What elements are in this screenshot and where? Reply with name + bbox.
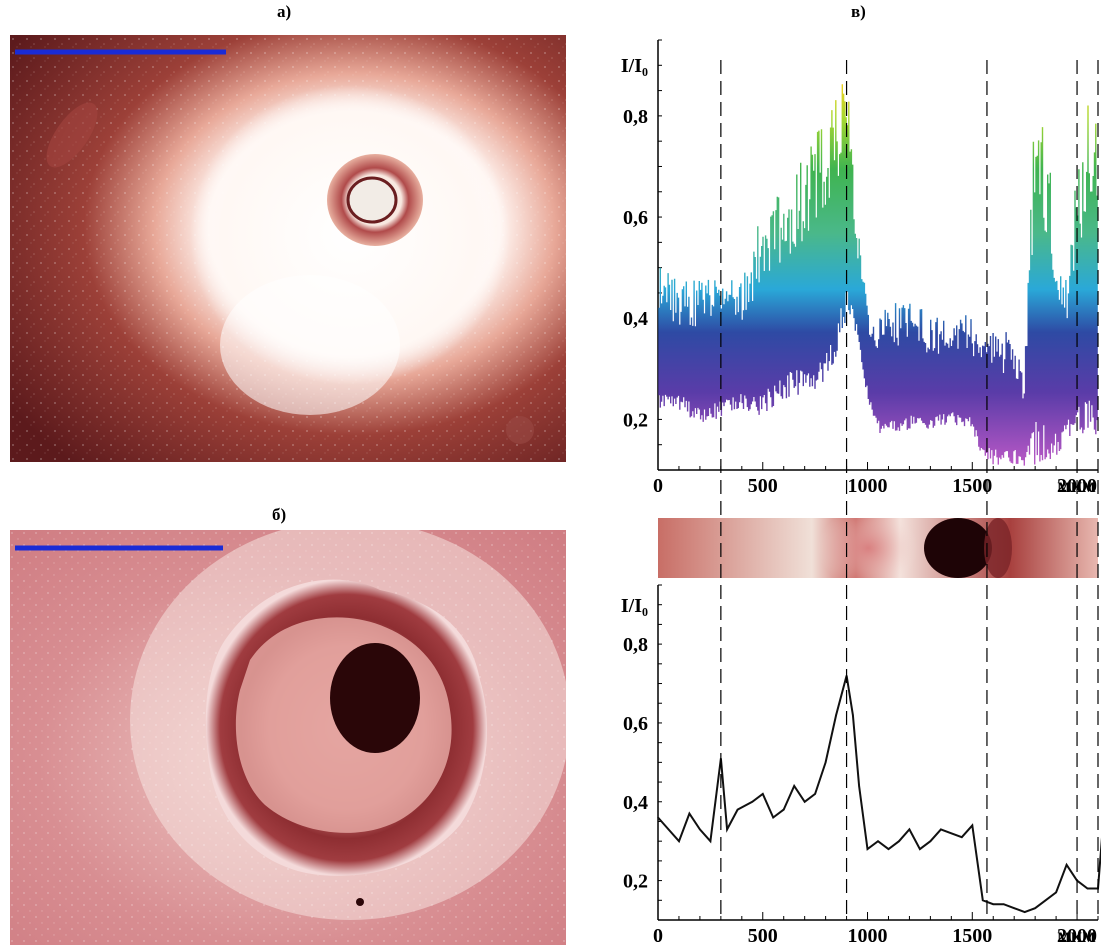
- photo-b: [10, 530, 566, 945]
- data-point: [929, 840, 932, 842]
- data-point: [877, 840, 879, 842]
- data-point: [1044, 899, 1047, 902]
- y-tick-label: 0,8: [623, 106, 648, 128]
- x-tick-label: 1000: [848, 475, 888, 497]
- data-point: [852, 714, 854, 716]
- x-tick-label: 2000: [1057, 925, 1097, 945]
- data-point: [866, 848, 869, 850]
- strip-crater: [924, 518, 992, 578]
- data-point: [950, 832, 953, 835]
- data-point: [726, 828, 728, 831]
- y-axis-label: I/I₀: [621, 595, 648, 617]
- data-point: [772, 816, 775, 819]
- data-point: [688, 812, 691, 815]
- strip-photo: [658, 518, 1098, 578]
- data-point: [814, 793, 816, 795]
- intensity-band: [658, 84, 1098, 466]
- dashed-guides: [720, 60, 1099, 918]
- data-point: [678, 840, 680, 842]
- y-tick-label: 0,2: [623, 409, 648, 431]
- data-point: [887, 848, 890, 850]
- y-tick-label: 0,2: [623, 871, 648, 893]
- data-point: [940, 828, 942, 831]
- data-point: [858, 785, 860, 787]
- data-point: [898, 840, 900, 842]
- y-tick-label: 0,8: [623, 634, 648, 656]
- data-point: [1023, 911, 1026, 913]
- data-point: [835, 714, 837, 716]
- x-tick-label: 1500: [952, 925, 992, 945]
- data-point: [699, 828, 701, 831]
- data-point: [824, 761, 827, 764]
- y-tick-label: 0,4: [623, 792, 648, 814]
- data-point: [992, 903, 995, 906]
- panel-label-c: в): [851, 2, 866, 21]
- data-point: [782, 808, 785, 811]
- y-tick-label: 0,4: [623, 308, 648, 330]
- data-point: [761, 793, 764, 795]
- data-point: [1013, 907, 1015, 909]
- data-point: [1034, 907, 1036, 909]
- x-tick-label: 500: [748, 925, 778, 945]
- data-point: [1086, 887, 1089, 890]
- x-tick-label: 0: [653, 475, 663, 497]
- y-tick-label: 0,6: [623, 713, 648, 735]
- x-tick-label: 500: [748, 475, 778, 497]
- data-point: [981, 899, 984, 902]
- data-point: [908, 828, 911, 831]
- data-point: [793, 785, 795, 787]
- data-point: [1055, 891, 1057, 894]
- y-tick-label: 0,6: [623, 207, 648, 229]
- x-tick-label: 0: [653, 925, 663, 945]
- x-tick-label: 1500: [952, 475, 992, 497]
- intensity-line: [657, 675, 1101, 914]
- y-axis-label: I/I₀: [621, 55, 648, 77]
- panel-label-a: а): [277, 2, 292, 21]
- data-point: [751, 800, 754, 803]
- panel-label-b: б): [272, 505, 287, 524]
- data-point: [1002, 903, 1005, 906]
- x-tick-label: 1000: [848, 925, 888, 945]
- data-point: [961, 836, 963, 839]
- photo-b-crater: [330, 643, 420, 753]
- data-point: [1065, 864, 1068, 866]
- data-point: [657, 816, 659, 819]
- photo-a: [10, 35, 566, 462]
- data-point: [971, 824, 974, 827]
- x-axis-unit-label: мкм: [1057, 925, 1096, 945]
- data-point: [919, 848, 921, 850]
- data-point: [736, 808, 739, 811]
- data-point: [803, 800, 806, 803]
- data-point: [709, 840, 712, 842]
- data-point: [667, 828, 670, 831]
